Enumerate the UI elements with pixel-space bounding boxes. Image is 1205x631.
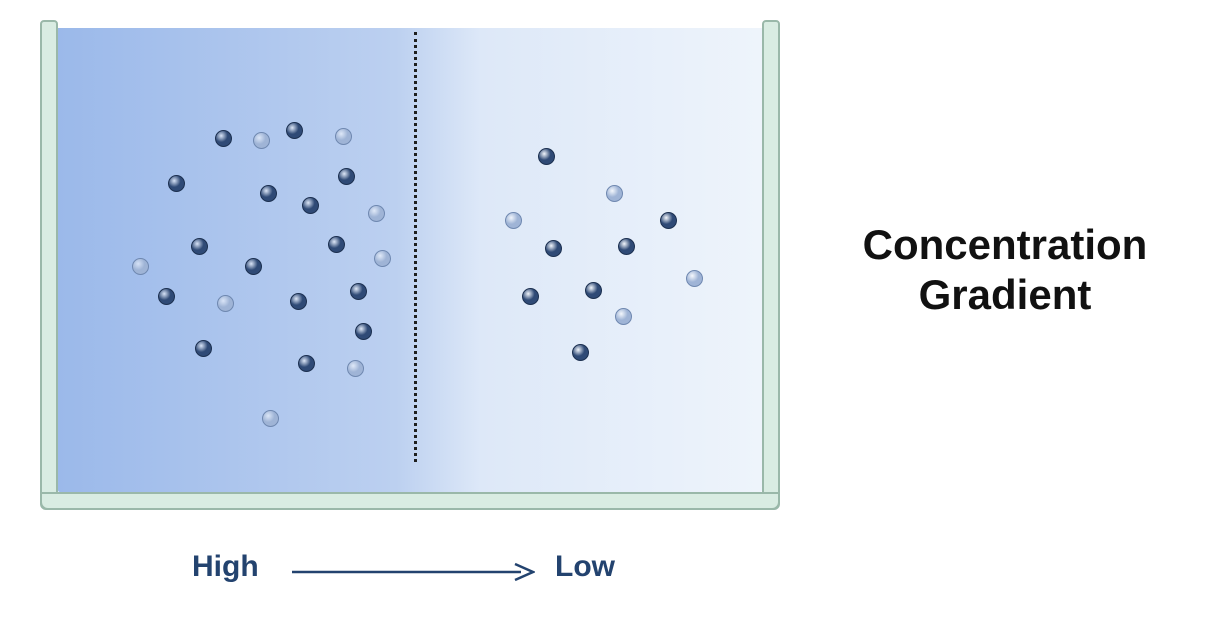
particle-dark (522, 288, 539, 305)
particle-dark (195, 340, 212, 357)
beaker-container (40, 20, 780, 510)
diagram-stage: High Low Concentration Gradient (0, 0, 1205, 631)
particle-dark (660, 212, 677, 229)
membrane-divider (414, 32, 417, 462)
particle-light (132, 258, 149, 275)
fluid-gradient-fill (58, 28, 762, 492)
diffusion-arrow (290, 561, 535, 583)
particle-dark (245, 258, 262, 275)
particle-light (615, 308, 632, 325)
container-wall-left (40, 20, 58, 510)
label-low: Low (555, 550, 615, 584)
particle-dark (355, 323, 372, 340)
particle-light (347, 360, 364, 377)
particle-dark (215, 130, 232, 147)
particle-dark (290, 293, 307, 310)
particle-light (335, 128, 352, 145)
particle-dark (260, 185, 277, 202)
particle-dark (585, 282, 602, 299)
particle-dark (158, 288, 175, 305)
particle-dark (298, 355, 315, 372)
title-line-1: Concentration (863, 221, 1148, 268)
container-wall-right (762, 20, 780, 510)
diagram-title: Concentration Gradient (830, 220, 1180, 319)
container-wall-bottom (40, 492, 780, 510)
particle-dark (350, 283, 367, 300)
particle-light (606, 185, 623, 202)
particle-light (253, 132, 270, 149)
particle-light (262, 410, 279, 427)
particle-light (686, 270, 703, 287)
particle-dark (328, 236, 345, 253)
particle-light (368, 205, 385, 222)
particle-dark (538, 148, 555, 165)
particle-dark (168, 175, 185, 192)
particle-light (217, 295, 234, 312)
particle-dark (338, 168, 355, 185)
particle-dark (618, 238, 635, 255)
title-line-2: Gradient (919, 271, 1092, 318)
particle-light (374, 250, 391, 267)
particle-dark (286, 122, 303, 139)
label-high: High (192, 550, 259, 584)
particle-dark (545, 240, 562, 257)
particle-dark (572, 344, 589, 361)
particle-light (505, 212, 522, 229)
particle-dark (191, 238, 208, 255)
particle-dark (302, 197, 319, 214)
